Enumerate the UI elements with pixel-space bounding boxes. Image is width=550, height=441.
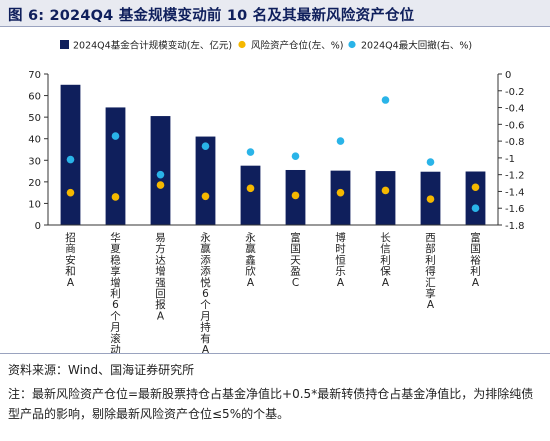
legend-swatch-bar xyxy=(60,40,69,49)
x-tick-label: 富国天盈 C xyxy=(290,231,301,289)
right-tick-label: -1.4 xyxy=(505,187,525,198)
chart-legend: 2024Q4基金合计规模变动(左、亿元) 风险资产仓位(左、%) 2024Q4最大回… xyxy=(60,40,472,52)
left-y-axis: 0 10 20 30 40 50 60 70 xyxy=(28,70,49,232)
figure-title: 图 6: 2024Q4 基金规模变动前 10 名及其最新风险资产仓位 xyxy=(0,0,550,26)
left-tick-label: 10 xyxy=(28,199,41,210)
position-point xyxy=(291,191,300,200)
position-point xyxy=(336,188,345,197)
source-text: 资料来源：Wind、国海证券研究所 xyxy=(8,363,195,377)
right-tick-label: -1.8 xyxy=(505,221,525,232)
bar xyxy=(240,165,261,225)
position-point xyxy=(156,181,165,189)
bar-scatter-chart: 2024Q4基金合计规模变动(左、亿元) 风险资产仓位(左、%) 2024Q4最大回… xyxy=(28,40,525,354)
drawdown-series xyxy=(66,96,480,213)
right-tick-label: -0.2 xyxy=(505,87,525,98)
x-tick-label: 易方达增强回报 A xyxy=(155,232,166,322)
position-point xyxy=(111,193,120,201)
drawdown-point xyxy=(201,142,210,150)
drawdown-point xyxy=(111,132,120,140)
left-tick-label: 30 xyxy=(28,156,41,167)
bar xyxy=(60,84,81,226)
bar xyxy=(195,136,216,225)
x-tick-label: 招商安和 A xyxy=(65,231,76,289)
right-tick-label: -0.8 xyxy=(505,137,525,148)
legend-label: 2024Q4基金合计规模变动(左、亿元) xyxy=(73,40,232,52)
drawdown-point xyxy=(66,155,75,164)
x-tick-label: 永赢添添悦 6 个月持有 A xyxy=(200,231,211,353)
position-point xyxy=(381,186,390,195)
legend-label: 风险资产仓位(左、%) xyxy=(251,40,343,52)
left-tick-label: 20 xyxy=(28,178,41,189)
position-point xyxy=(471,183,480,192)
drawdown-point xyxy=(246,148,255,156)
chart-divider xyxy=(0,353,550,354)
position-point xyxy=(66,188,75,197)
right-tick-label: -0.6 xyxy=(505,120,525,131)
legend-label: 2024Q4最大回撤(右、%) xyxy=(361,40,472,52)
legend-swatch-drawdown xyxy=(348,40,356,49)
bar-series xyxy=(60,84,486,226)
bar xyxy=(330,170,351,225)
right-tick-label: -1 xyxy=(505,154,515,165)
left-tick-label: 70 xyxy=(28,70,41,81)
right-tick-label: -1.2 xyxy=(505,171,525,182)
right-tick-label: 0 xyxy=(505,70,511,81)
x-tick-label: 长信利保 A xyxy=(380,232,391,289)
left-tick-label: 40 xyxy=(28,135,41,146)
drawdown-point xyxy=(336,137,345,145)
x-tick-label: 西部利得汇享 A xyxy=(425,232,436,311)
drawdown-point xyxy=(471,204,480,213)
x-tick-label: 富国裕利 A xyxy=(470,231,481,289)
position-point xyxy=(246,184,255,193)
right-tick-label: -1.6 xyxy=(505,204,525,215)
legend-swatch-position xyxy=(238,40,246,49)
position-point xyxy=(426,195,435,203)
drawdown-point xyxy=(156,170,165,179)
left-tick-label: 60 xyxy=(28,92,41,103)
left-tick-label: 50 xyxy=(28,113,41,124)
title-divider xyxy=(0,26,550,27)
drawdown-point xyxy=(291,152,300,161)
drawdown-point xyxy=(426,158,435,166)
note-text: 注：最新风险资产仓位=最新股票持仓占基金净值比+0.5*最新转债持仓占基金净值比… xyxy=(8,387,534,421)
position-series xyxy=(66,181,480,203)
right-y-axis: 0 -0.2 -0.4 -0.6 -0.8 -1 -1.2 -1.4 -1.6 -1.8 xyxy=(497,70,525,232)
bar xyxy=(375,171,396,225)
drawdown-point xyxy=(381,96,390,104)
position-point xyxy=(201,192,210,201)
bar xyxy=(465,171,486,225)
left-tick-label: 0 xyxy=(35,221,41,232)
bar xyxy=(105,107,126,225)
right-tick-label: -0.4 xyxy=(505,104,525,115)
bar xyxy=(150,116,171,225)
x-tick-label: 永赢鑫欣 A xyxy=(245,231,256,289)
x-tick-label: 华夏稳享增利6个月滚动A xyxy=(110,231,121,353)
x-tick-label: 博时恒乐 A xyxy=(335,231,346,289)
